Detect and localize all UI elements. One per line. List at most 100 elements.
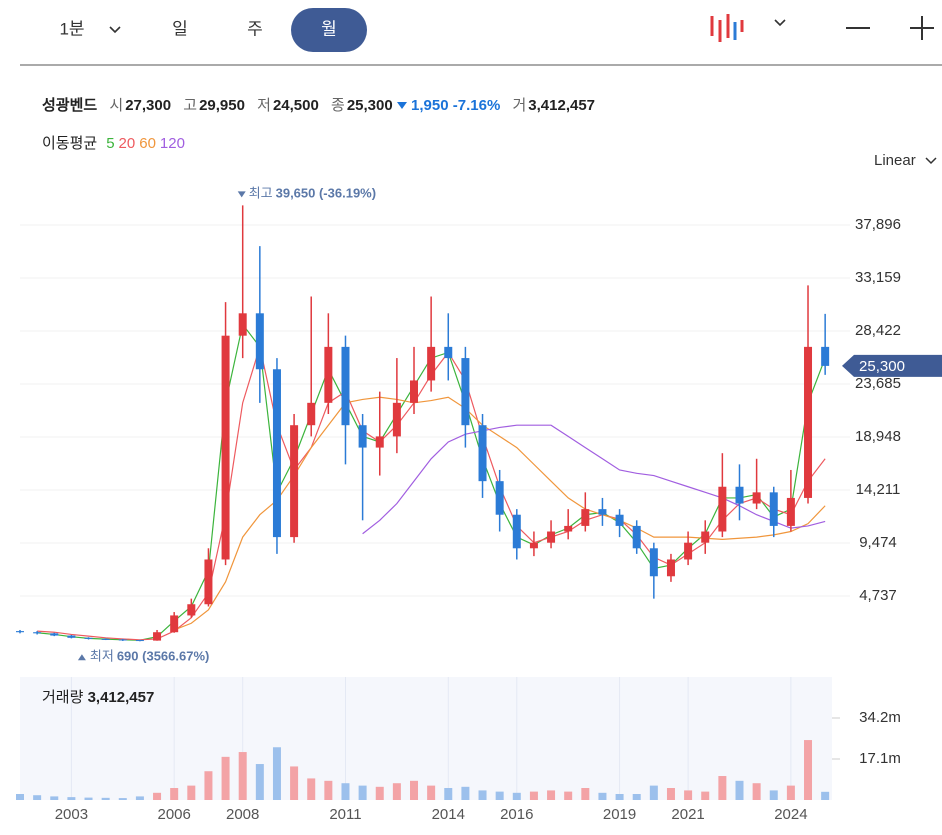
price-tag [842,354,942,377]
candle-body [255,313,264,370]
volume-bar [427,785,436,800]
volume-bar [581,788,590,800]
value: 39,650 (-36.19%) [276,186,376,201]
x-tick-label: 2024 [774,806,807,823]
candle-body [135,640,144,642]
candle-body [735,486,744,504]
volume-bar [444,788,453,800]
y-tick-label: 33,159 [855,269,901,286]
change: 1,950 [411,97,449,114]
candle-body [33,632,42,634]
ma-legend-item: 20 [118,135,136,152]
volume-bar [666,788,675,800]
ma-line [173,396,826,631]
tab[interactable]: 월 [321,19,337,38]
tab[interactable]: 주 [247,19,263,38]
volume-bar [735,780,744,800]
volume-bar [752,783,761,800]
volume-bar [272,747,281,800]
volume-bar [769,790,778,800]
candle-body [16,631,24,633]
y-tick-label: 37,896 [855,216,901,233]
candle-body [649,548,658,577]
candle-body [341,346,350,426]
x-tick-label: 2019 [603,806,636,823]
candle-body [187,604,196,616]
down-arrow [396,102,407,109]
x-tick-label: 2008 [226,806,259,823]
scale-mode[interactable]: Linear [874,152,916,169]
candle-body [221,335,230,560]
volume-bar [101,797,110,800]
candle-body [101,638,110,640]
volume-bar [718,776,727,800]
volume-bar [135,796,144,800]
chevron[interactable] [925,157,937,165]
value: 3,412,457 [528,97,596,114]
value: 25,300 [346,97,393,114]
x-tick-label: 2016 [500,806,533,823]
candle-icon[interactable] [710,14,744,42]
candle-body [324,346,333,403]
ma-legend-item: 5 [106,135,115,152]
candle-body [529,542,538,549]
candle-body [461,358,470,426]
ma-legend-item: 60 [139,135,156,152]
zoom-in[interactable] [910,16,934,40]
x-tick-label: 2021 [671,806,704,823]
volume-bar [598,792,607,800]
volume-bar [684,790,693,800]
value: 690 (3566.67%) [117,649,210,664]
candle-body [598,509,607,515]
candle-body [632,525,641,549]
volume-bar [632,794,641,800]
volume-bar [529,791,538,800]
volume-bar [786,785,795,800]
volume-bar [307,778,316,800]
volume-bar [238,752,247,800]
candle-body [444,346,453,359]
volume-bar [67,797,76,800]
candle-body [615,514,624,526]
volume-bar [547,790,556,800]
y-tick-label: 18,948 [855,428,901,445]
value: 3,412,457 [87,689,155,706]
low-annotation: 최저 690 (3566.67%) [90,649,209,664]
chevron[interactable] [109,26,121,34]
ma-title: 이동평균 [42,135,98,152]
candle-body [84,637,93,639]
candle-body [752,492,761,504]
candle-body [153,632,162,641]
candle-body [358,425,367,448]
chevron[interactable] [774,19,786,27]
candle-body [290,425,299,538]
candle-body [204,559,213,605]
ma-line [362,424,826,535]
label: 거래량 [42,689,84,706]
label: 최고 [249,186,273,201]
low-marker [77,654,86,661]
tab[interactable]: 일 [172,19,188,38]
candle-body [547,531,556,543]
value: 29,950 [199,97,245,114]
volume-bar [324,780,333,800]
candle-body [375,436,384,448]
tab[interactable]: 1분 [59,19,84,38]
volume-bar [495,791,504,800]
volume-bar [461,786,470,800]
ma-legend: 이동평균 5 20 60 120 [42,132,193,153]
volume-tick-label: 17.1m [859,750,901,767]
active-tab-bg[interactable] [291,8,367,52]
candle-body [821,346,830,366]
volume-bar [821,791,830,800]
candle-body [769,492,778,526]
high-marker [237,191,246,198]
volume-bar [358,785,367,800]
candle-body [118,639,127,641]
label: 고 [183,97,198,114]
value: 24,500 [272,97,319,114]
y-tick-label: 9,474 [859,534,897,551]
label: 시 [109,97,124,114]
